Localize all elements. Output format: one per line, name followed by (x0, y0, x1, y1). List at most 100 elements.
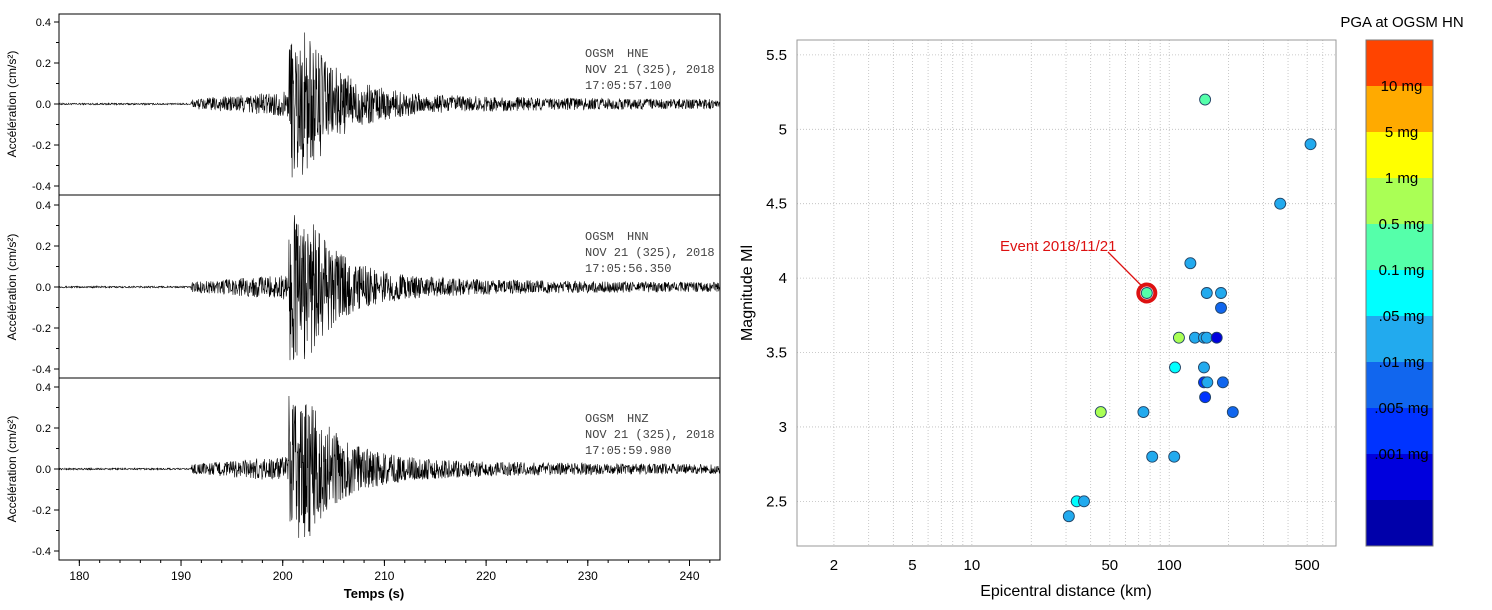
colorbar-label: .05 mg (1379, 308, 1425, 325)
y-tick-label: -0.2 (32, 505, 51, 517)
seismogram-panel-hnz: Accélération (cm/s²) OGSM HNZ NOV 21 (32… (5, 412, 722, 523)
colorbar-label: 5 mg (1385, 124, 1418, 141)
data-point (1274, 197, 1287, 210)
x-tick-label: 230 (578, 569, 598, 583)
data-point (1169, 361, 1181, 374)
y-axis-label: Accélération (cm/s²) (5, 234, 19, 341)
y-tick-label: 0.2 (36, 58, 51, 70)
record-date: NOV 21 (325), 2018 (585, 63, 715, 77)
magnitude-distance-scatter: 2.5 3 3.5 4 4.5 5 5.5 2 5 10 50 100 500 Event 2018/1… (739, 39, 1337, 600)
plot-frame (796, 39, 1337, 547)
x-tick-label: 2 (830, 557, 838, 574)
y-tick-label: -0.4 (32, 546, 51, 558)
x-tick-label: 100 (1157, 557, 1182, 574)
y-tick-label: 0.4 (36, 200, 51, 212)
channel-code: HNZ (627, 412, 649, 426)
channel-code: HNN (627, 230, 649, 244)
data-point (1215, 287, 1227, 299)
data-point (1210, 331, 1223, 344)
y-tick-label: -0.2 (32, 323, 51, 335)
colorbar-segment (1366, 500, 1433, 547)
event-annotation: Event 2018/11/21 (1000, 238, 1144, 288)
y-tick-label: 0.4 (36, 382, 51, 394)
record-time: 17:05:57.100 (585, 79, 671, 93)
colorbar-segment (1366, 178, 1433, 225)
x-tick-label: 240 (679, 569, 699, 583)
data-point (1201, 376, 1214, 389)
colorbar-title: PGA at OGSM HN (1340, 14, 1463, 31)
y-tick-label: 0.2 (36, 241, 51, 253)
channel-code: HNE (627, 47, 649, 61)
x-tick-label: 200 (273, 569, 293, 583)
data-point (1146, 450, 1159, 463)
highlight-ring (1136, 282, 1158, 304)
colorbar-label: .01 mg (1379, 354, 1425, 371)
axis-ticks: 2.5 3 3.5 4 4.5 5 5.5 2 5 10 50 100 500 (766, 47, 1320, 574)
x-tick-label: 500 (1295, 557, 1320, 574)
y-tick-label: 3 (779, 419, 787, 436)
x-tick-label: 190 (171, 569, 191, 583)
colorbar-labels: 10 mg 5 mg 1 mg 0.5 mg 0.1 mg .05 mg .01 mg .00… (1374, 78, 1428, 463)
grid (797, 40, 1337, 546)
annotation-label: Event 2018/11/21 (1000, 238, 1116, 255)
colorbar-segment (1366, 408, 1433, 455)
colorbar-segment (1366, 362, 1433, 409)
seismogram-traces (58, 32, 721, 538)
station-info: OGSM HNN NOV 21 (325), 2018 17:05:56.350 (585, 230, 722, 276)
x-tick-label: 5 (908, 557, 916, 574)
colorbar-label: .005 mg (1374, 400, 1428, 417)
colorbar-segment (1366, 270, 1433, 317)
data-point (1140, 287, 1153, 299)
y-tick-label: 0.2 (36, 423, 51, 435)
record-time: 17:05:56.350 (585, 262, 671, 276)
data-point (1198, 361, 1210, 374)
x-tick-label: 210 (374, 569, 394, 583)
station-info: OGSM HNE NOV 21 (325), 2018 17:05:57.100 (585, 47, 722, 93)
station-info: OGSM HNZ NOV 21 (325), 2018 17:05:59.980 (585, 412, 722, 458)
colorbar-label: 10 mg (1381, 78, 1423, 95)
y-tick-label: 0.0 (36, 99, 51, 111)
station-code: OGSM (585, 412, 614, 426)
station-code: OGSM (585, 47, 614, 61)
seismogram-axes: 180 190 200 210 220 230 240 0.4 0.2 0.0 -0.2 -0.4 0.… (32, 17, 711, 583)
colorbar-segments (1366, 40, 1433, 547)
x-tick-label: 10 (964, 557, 981, 574)
y-tick-label: 5 (779, 121, 787, 138)
y-tick-label: 2.5 (766, 493, 787, 510)
annotation-leader-line (1107, 251, 1144, 288)
data-point (1215, 301, 1227, 314)
y-tick-label: 4.5 (766, 196, 787, 213)
colorbar-label: 0.5 mg (1379, 216, 1425, 233)
y-tick-label: 5.5 (766, 47, 787, 64)
y-tick-label: -0.2 (32, 140, 51, 152)
data-point (1304, 138, 1317, 151)
data-point (1184, 257, 1197, 270)
y-tick-label: 4 (779, 270, 787, 287)
colorbar-segment (1366, 224, 1433, 271)
station-code: OGSM (585, 230, 614, 244)
y-tick-label: 0.4 (36, 17, 51, 29)
colorbar: PGA at OGSM HN 10 mg 5 mg 1 mg 0.5 mg 0.1 mg… (1340, 14, 1464, 547)
y-axis-label: Magnitude Ml (739, 245, 756, 341)
data-point (1078, 495, 1090, 508)
data-point (1094, 406, 1107, 419)
y-tick-label: -0.4 (32, 181, 51, 193)
seismogram-panel-hne: Accélération (cm/s²) OGSM HNE NOV 21 (32… (5, 47, 722, 158)
data-point (1216, 376, 1229, 389)
colorbar-label: 1 mg (1385, 170, 1418, 187)
y-axis-label: Accélération (cm/s²) (5, 51, 19, 158)
plot-area (797, 40, 1336, 546)
y-tick-label: 3.5 (766, 345, 787, 362)
data-point (1199, 93, 1212, 106)
seismogram-chart: 180 190 200 210 220 230 240 0.4 0.2 0.0 -0.2 -0.4 0.… (5, 13, 722, 601)
data-point (1137, 406, 1150, 419)
y-tick-label: 0.0 (36, 282, 51, 294)
data-point (1226, 406, 1239, 419)
y-axis-label: Accélération (cm/s²) (5, 416, 19, 523)
colorbar-segment (1366, 132, 1433, 179)
data-point (1200, 331, 1213, 344)
seismogram-trace-hnz (58, 396, 721, 538)
data-point (1199, 391, 1212, 404)
data-points (1062, 93, 1317, 523)
